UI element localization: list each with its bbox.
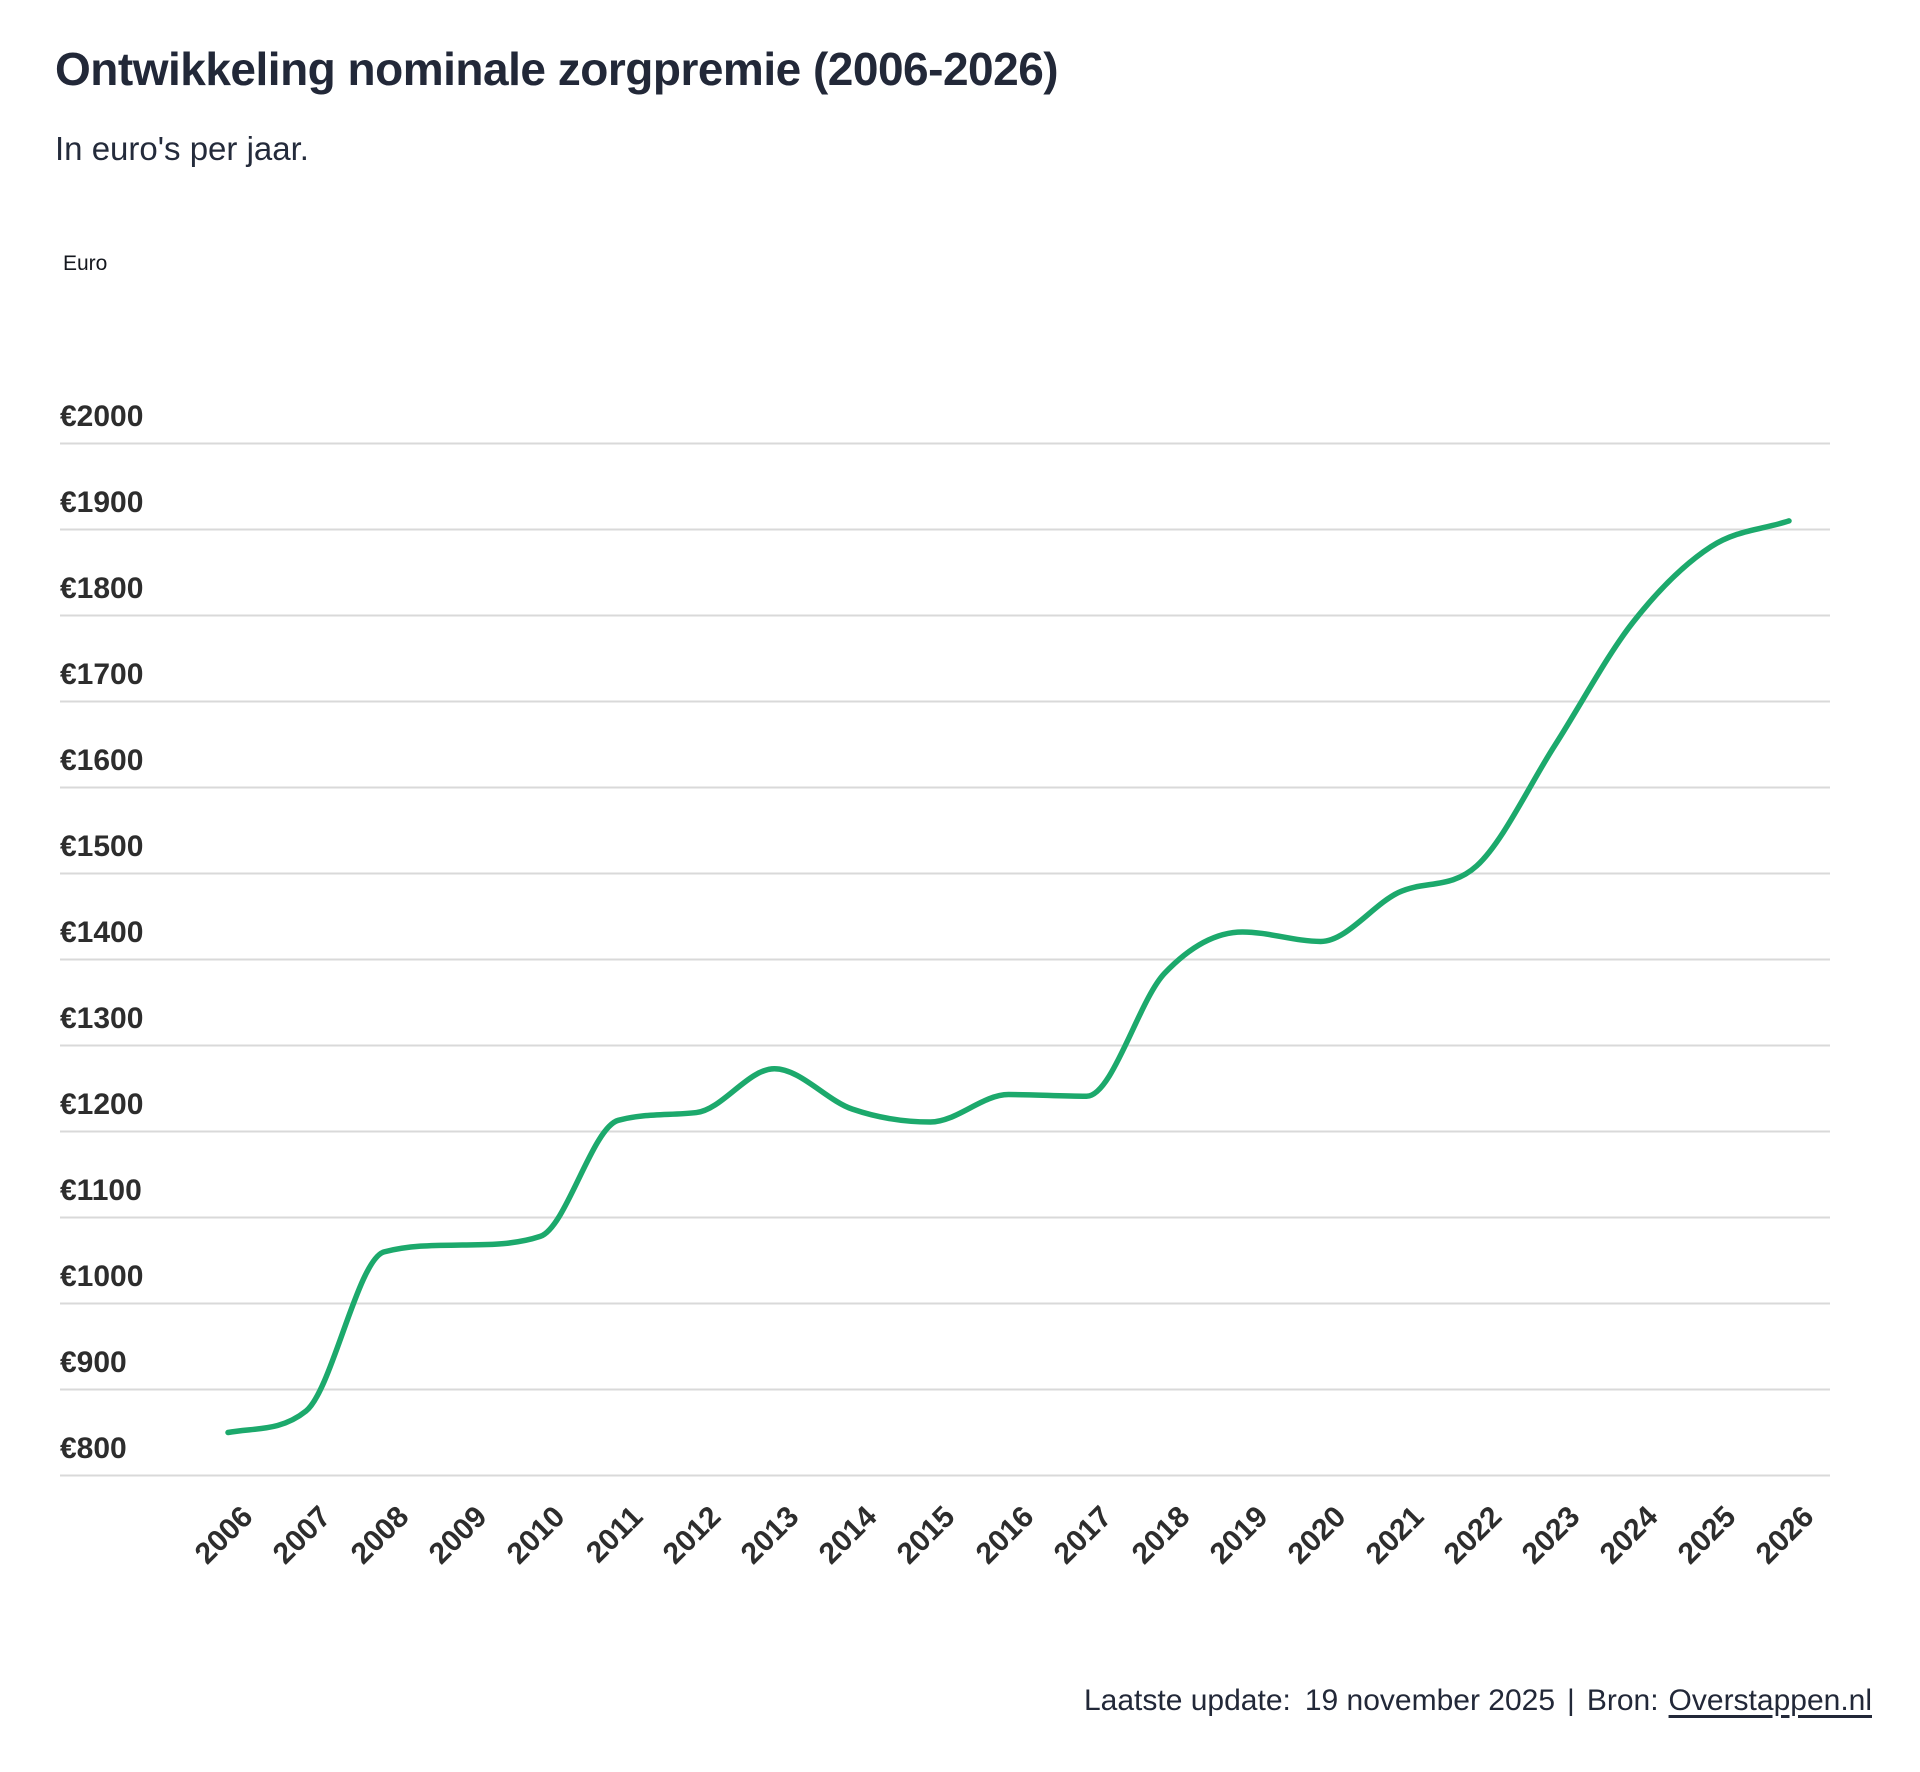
last-update-label: Laatste update: [1084,1684,1291,1717]
page-title: Ontwikkeling nominale zorgpremie (2006-2… [55,43,1059,95]
y-tick-label: €1900 [60,485,144,519]
y-tick-label: €1200 [60,1087,144,1121]
y-tick-label: €900 [60,1345,127,1379]
y-tick-label: €1500 [60,829,144,863]
y-tick-label: €1300 [60,1001,144,1035]
chart-footer: Laatste update: 19 november 2025 | Bron: Ove… [1084,1684,1872,1718]
last-update-date: 19 november 2025 [1304,1684,1556,1717]
y-tick-label: €1700 [60,657,144,691]
y-axis-title: Euro [63,252,108,275]
page-subtitle: In euro's per jaar. [55,130,309,167]
source-link[interactable]: Overstappen.nl [1668,1684,1872,1717]
y-tick-label: €1100 [60,1173,142,1207]
y-tick-label: €1400 [60,915,144,949]
y-tick-label: €800 [60,1431,127,1465]
y-tick-label: €1600 [60,743,144,777]
source-label: Bron: [1586,1684,1659,1717]
y-tick-label: €1800 [60,571,144,605]
footer-separator: | [1567,1684,1575,1717]
y-tick-label: €2000 [60,399,144,433]
premium-line-series [225,518,1792,1436]
y-tick-label: €1000 [60,1259,144,1293]
